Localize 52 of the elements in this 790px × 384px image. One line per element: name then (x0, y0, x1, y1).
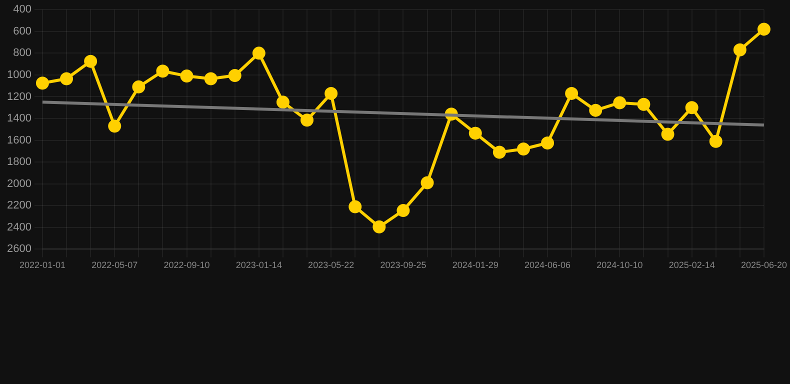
y-tick-label: 1000 (6, 68, 32, 81)
x-tick-label: 2025-06-20 (740, 260, 788, 270)
x-tick-label: 2025-02-14 (668, 260, 715, 270)
y-tick-label: 2600 (6, 243, 32, 256)
y-tick-label: 2400 (6, 221, 32, 234)
point (132, 80, 146, 94)
point (276, 96, 290, 109)
point (252, 46, 266, 60)
point (204, 72, 218, 86)
point (156, 64, 170, 78)
point (348, 200, 362, 214)
x-tick-label: 2023-01-14 (236, 260, 282, 270)
point (516, 142, 530, 156)
x-tick-label: 2024-10-10 (596, 260, 643, 270)
point (420, 176, 434, 190)
point (565, 86, 578, 100)
y-tick-label: 1400 (6, 112, 32, 125)
point (613, 96, 626, 110)
point (60, 72, 74, 86)
point (757, 22, 770, 36)
y-tick-label: 1200 (6, 90, 32, 103)
point (541, 136, 554, 150)
point (372, 220, 386, 234)
point (396, 204, 410, 218)
x-tick-label: 2024-01-29 (452, 260, 498, 270)
y-tick-label: 800 (13, 47, 32, 60)
point (637, 98, 650, 111)
point (733, 43, 746, 56)
x-tick-label: 2022-05-07 (92, 260, 138, 270)
point (300, 114, 314, 127)
y-tick-label: 1600 (6, 134, 32, 146)
y-tick-label: 600 (13, 25, 32, 38)
point (84, 54, 98, 68)
point (589, 104, 602, 117)
point (180, 70, 194, 83)
y-tick-label: 2000 (6, 178, 32, 190)
x-tick-label: 2023-05-22 (308, 260, 354, 270)
point (709, 134, 722, 148)
x-tick-label: 2022-09-10 (164, 260, 210, 270)
x-tick-label: 2024-06-06 (524, 260, 571, 270)
point (468, 126, 482, 140)
y-tick-label: 1800 (6, 156, 32, 168)
x-tick-label: 2023-09-25 (380, 260, 426, 270)
point (324, 86, 338, 100)
point (108, 120, 122, 133)
x-tick-label: 2022-01-01 (19, 260, 66, 270)
point (228, 68, 242, 82)
point (492, 146, 506, 159)
y-tick-label: 2200 (6, 200, 32, 212)
point (685, 101, 698, 114)
y-tick-label: 400 (13, 4, 32, 16)
point (661, 128, 674, 141)
